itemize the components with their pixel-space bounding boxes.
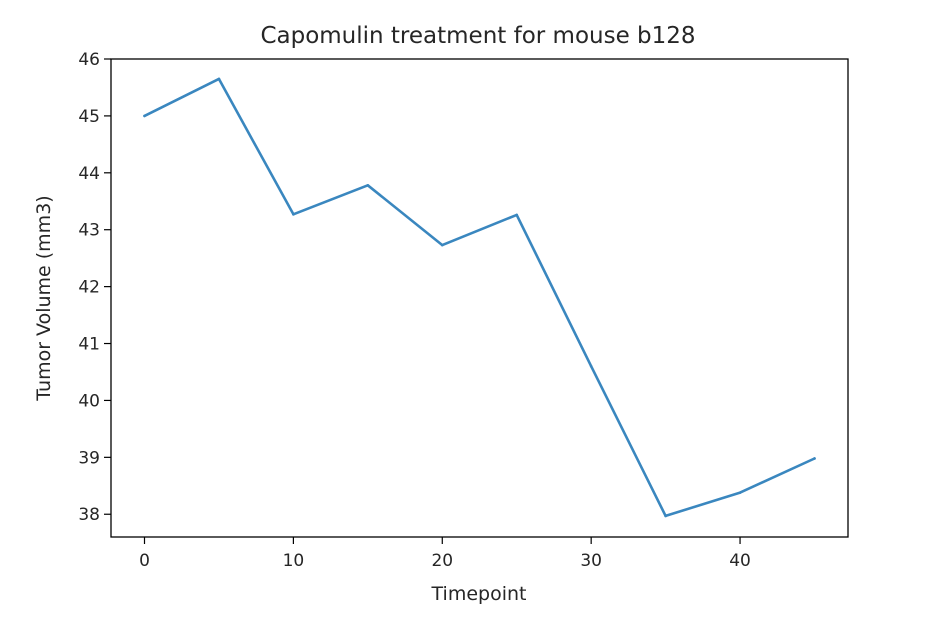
data-point: [440, 243, 444, 247]
y-tick-label: 40: [78, 391, 100, 411]
data-point: [664, 514, 667, 518]
data-point: [813, 457, 816, 460]
y-tick-label: 38: [78, 505, 100, 525]
data-point: [515, 213, 519, 217]
y-tick-label: 39: [78, 448, 100, 468]
y-tick-label: 45: [78, 107, 100, 127]
y-tick-label: 41: [78, 335, 100, 355]
x-tick-label: 30: [580, 551, 602, 571]
data-point: [292, 213, 295, 216]
x-axis: 0 10 20 30 40: [139, 537, 751, 571]
y-tick-label: 44: [78, 164, 100, 184]
y-tick-label: 42: [78, 278, 100, 298]
data-point: [589, 364, 593, 368]
plot-frame: [110, 58, 849, 538]
y-axis-label: Tumor Volume (mm3): [33, 195, 55, 401]
data-point: [738, 491, 742, 494]
x-axis-label: Timepoint: [431, 583, 527, 605]
y-tick-label: 46: [78, 50, 100, 70]
data-point: [217, 77, 221, 81]
chart-title: Capomulin treatment for mouse b128: [260, 23, 695, 49]
data-point: [366, 184, 370, 187]
data-point: [143, 114, 146, 118]
x-tick-label: 10: [283, 551, 305, 571]
y-axis: 38 39 40 41 42 43 44 45 46: [78, 50, 111, 525]
y-tick-label: 43: [78, 221, 100, 241]
series-layer: [143, 77, 816, 518]
x-tick-label: 40: [729, 551, 751, 571]
series-line: [143, 77, 816, 518]
x-tick-label: 20: [431, 551, 453, 571]
x-tick-label: 0: [139, 551, 150, 571]
